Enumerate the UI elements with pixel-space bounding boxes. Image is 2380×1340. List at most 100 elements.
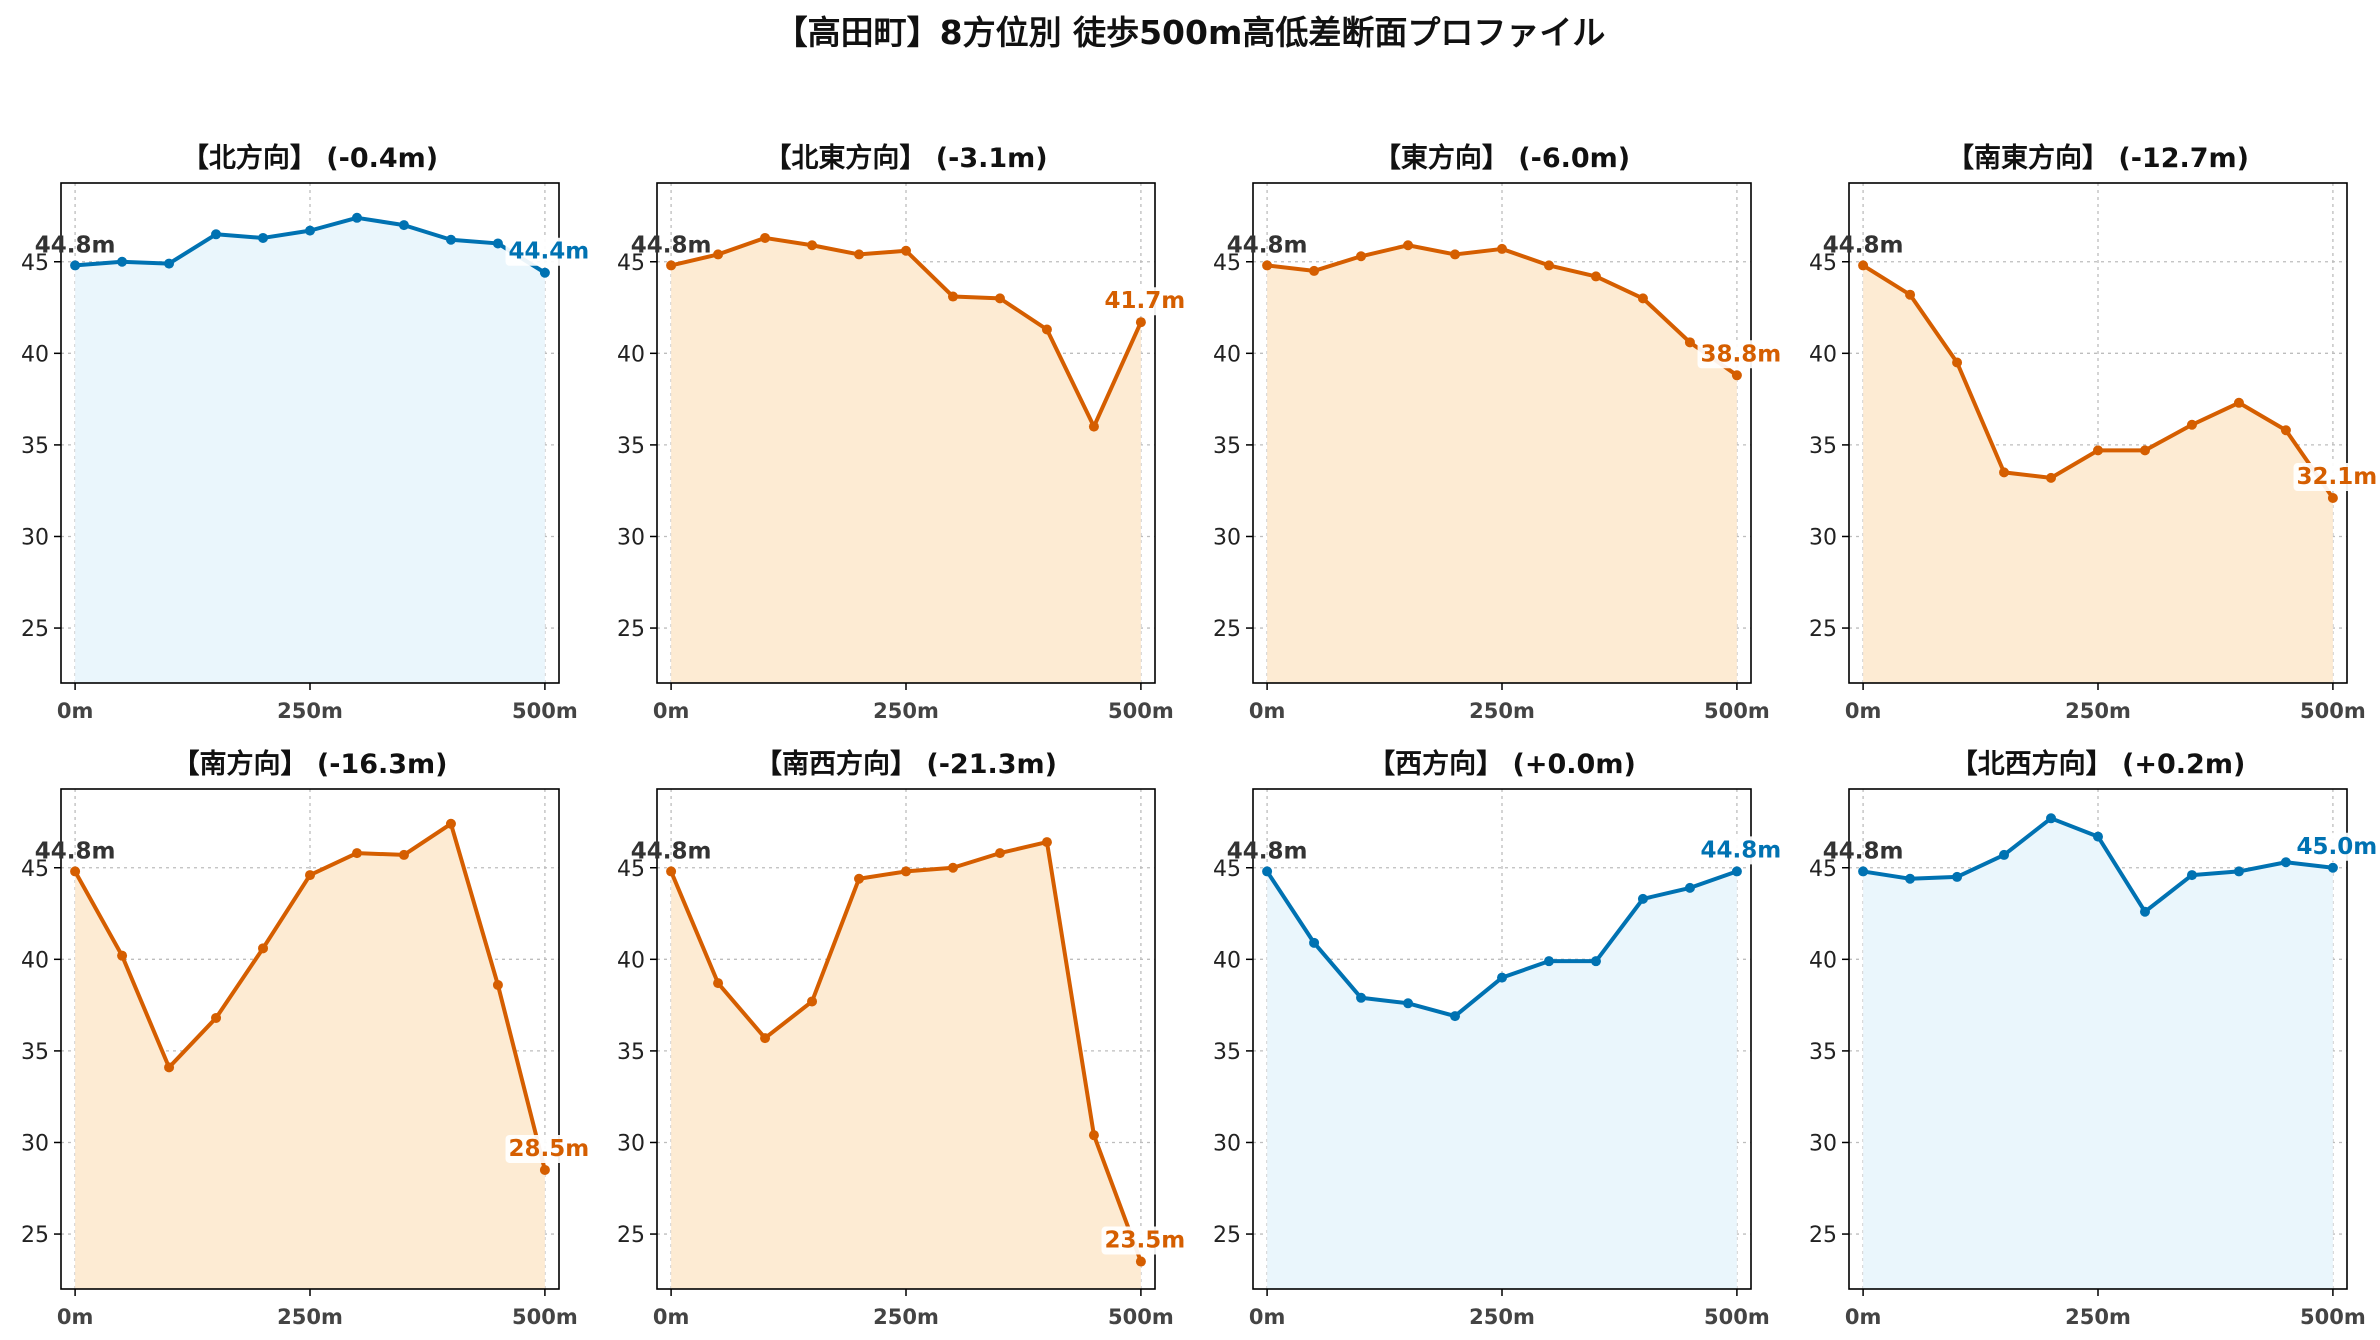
data-point	[1637, 893, 1648, 904]
data-point	[994, 848, 1005, 859]
end-elevation-label-group: 44.8m	[1697, 836, 1785, 865]
end-label-background	[505, 1134, 593, 1163]
data-point	[994, 293, 1005, 304]
data-point	[901, 245, 911, 256]
panel-title: 【北西方向】 (+0.2m)	[1951, 748, 2246, 780]
data-point	[1403, 998, 1414, 1009]
data-point	[807, 240, 818, 251]
y-tick-label: 30	[21, 1131, 49, 1156]
end-label-background	[505, 237, 593, 266]
data-point	[713, 978, 724, 989]
data-point	[854, 873, 865, 884]
elevation-area	[1267, 871, 1737, 1289]
x-tick-label: 500m	[1108, 699, 1174, 723]
x-tick-label: 250m	[277, 1305, 343, 1329]
y-tick-label: 35	[617, 434, 645, 459]
y-tick-label: 40	[1809, 342, 1837, 367]
elevation-area	[1863, 818, 2333, 1289]
y-tick-label: 30	[1213, 525, 1241, 550]
y-tick-label: 30	[1809, 1131, 1837, 1156]
data-point	[445, 234, 456, 245]
x-tick-label: 500m	[512, 1305, 578, 1329]
y-tick-label: 30	[617, 1131, 645, 1156]
y-tick-label: 30	[1213, 1131, 1241, 1156]
data-point	[1450, 249, 1461, 260]
data-point	[117, 950, 128, 961]
x-tick-label: 500m	[2300, 1305, 2366, 1329]
data-point	[2046, 813, 2057, 824]
data-point	[211, 229, 222, 240]
data-point	[807, 996, 818, 1007]
data-point	[2280, 425, 2291, 436]
panel-2: 【北東方向】 (-3.1m) 25 30 35 40 45 0m 250m 500m 44.8m 4…	[617, 142, 1189, 723]
y-tick-label: 35	[1809, 434, 1837, 459]
data-point	[445, 818, 456, 829]
end-elevation-label-group: 32.1m	[2293, 463, 2380, 492]
data-point	[2093, 445, 2103, 456]
end-elevation-label: 44.8m	[1701, 837, 1782, 863]
x-tick-label: 0m	[1845, 699, 1882, 723]
data-point	[398, 220, 409, 231]
data-point	[1041, 324, 1052, 335]
data-point	[1999, 467, 2010, 478]
y-tick-label: 25	[617, 617, 645, 642]
data-point	[1088, 1130, 1099, 1141]
data-point	[2186, 419, 2197, 430]
elevation-area	[1863, 265, 2333, 683]
y-tick-label: 30	[21, 525, 49, 550]
panel-7: 【西方向】 (+0.0m) 25 30 35 40 45 0m 250m 500m 44.8m 44…	[1213, 748, 1785, 1329]
elevation-area	[671, 842, 1141, 1289]
end-elevation-label-group: 44.4m	[505, 237, 593, 266]
panel-8: 【北西方向】 (+0.2m) 25 30 35 40 45 0m 250m 500m 44.8m 4…	[1809, 748, 2380, 1329]
y-tick-label: 40	[1213, 342, 1241, 367]
data-point	[305, 225, 315, 236]
x-tick-label: 0m	[1845, 1305, 1882, 1329]
start-elevation-label: 44.8m	[35, 232, 116, 258]
start-elevation-label: 44.8m	[1823, 232, 1904, 258]
data-point	[947, 291, 958, 302]
data-point	[305, 870, 315, 881]
x-tick-label: 250m	[1469, 699, 1535, 723]
data-point	[1497, 972, 1507, 983]
elevation-area	[75, 217, 545, 683]
x-tick-label: 500m	[1108, 1305, 1174, 1329]
y-tick-label: 25	[1809, 617, 1837, 642]
data-point	[2233, 397, 2244, 408]
data-point	[2139, 445, 2150, 456]
data-point	[1999, 849, 2010, 860]
x-tick-label: 250m	[277, 699, 343, 723]
data-point	[1952, 357, 1963, 368]
elevation-area	[1267, 245, 1737, 683]
x-tick-label: 500m	[512, 699, 578, 723]
end-label-background	[1101, 1226, 1189, 1255]
y-tick-label: 35	[1809, 1040, 1837, 1065]
data-point	[1135, 317, 1146, 328]
x-tick-label: 500m	[2300, 699, 2366, 723]
data-point	[2139, 906, 2150, 917]
data-point	[1497, 243, 1507, 254]
data-point	[1543, 956, 1554, 967]
data-point	[539, 1164, 550, 1175]
y-tick-label: 40	[21, 948, 49, 973]
x-tick-label: 0m	[653, 1305, 690, 1329]
end-label-background	[1697, 340, 1785, 369]
data-point	[1731, 866, 1742, 877]
start-elevation-label: 44.8m	[631, 838, 712, 864]
x-tick-label: 0m	[1249, 699, 1286, 723]
data-point	[1684, 337, 1695, 348]
data-point	[947, 862, 958, 873]
panel-title: 【東方向】 (-6.0m)	[1374, 142, 1630, 174]
data-point	[2186, 870, 2197, 881]
y-tick-label: 35	[21, 434, 49, 459]
x-tick-label: 250m	[1469, 1305, 1535, 1329]
figure-title: 【高田町】8方位別 徒歩500m高低差断面プロファイル	[775, 13, 1606, 52]
start-elevation-label: 44.8m	[1823, 838, 1904, 864]
data-point	[1262, 866, 1273, 877]
end-elevation-label: 38.8m	[1701, 341, 1782, 367]
y-tick-label: 40	[21, 342, 49, 367]
y-tick-label: 40	[617, 948, 645, 973]
data-point	[351, 212, 362, 223]
y-tick-label: 45	[617, 251, 645, 276]
y-tick-label: 25	[21, 1223, 49, 1248]
